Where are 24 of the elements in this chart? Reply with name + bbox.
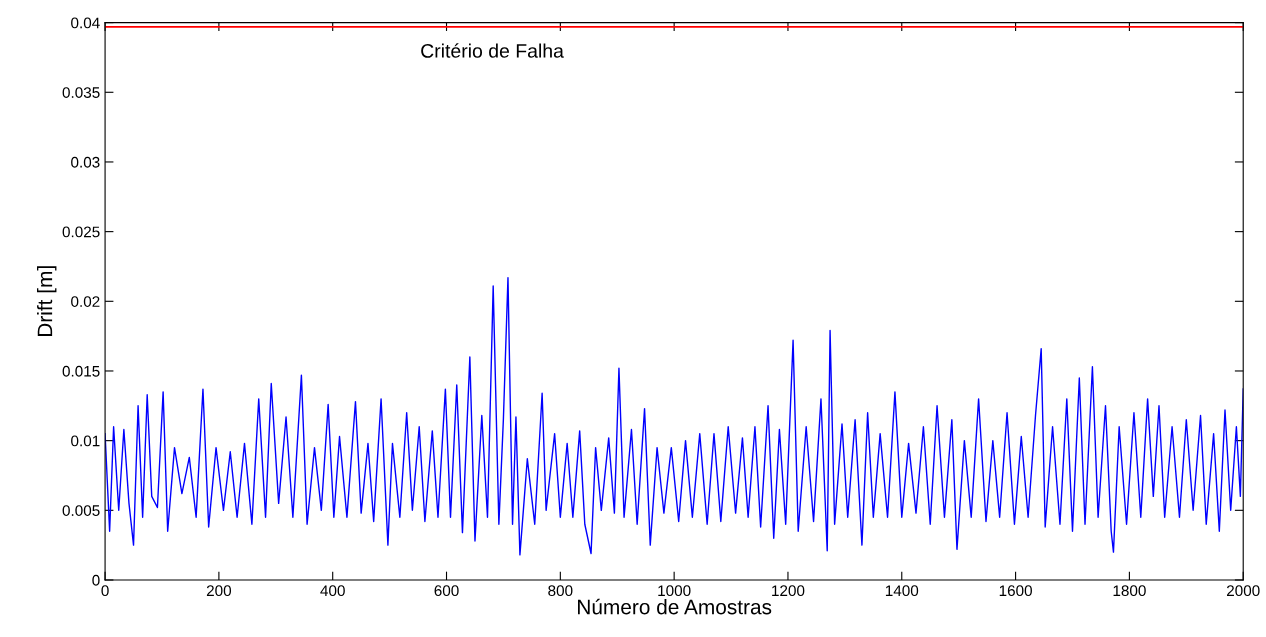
x-tick-label: 200 [206, 585, 232, 597]
x-tick-label: 0 [101, 585, 109, 597]
x-axis-title: Número de Amostras [578, 598, 772, 615]
y-tick-label: 0.015 [62, 365, 100, 377]
y-tick-label: 0.02 [71, 296, 100, 307]
x-tick-label: 800 [548, 585, 573, 597]
y-tick-label: 0.03 [71, 156, 100, 168]
ref-line-label: Critério de Falha [421, 43, 564, 58]
x-tick-label: 1000 [658, 585, 691, 597]
x-tick-label: 1600 [999, 585, 1032, 597]
y-axis-title: Drift [m] [37, 266, 57, 337]
y-tick-label: 0.025 [62, 226, 100, 238]
y-tick-label: 0 [92, 574, 100, 586]
x-tick-label: 2000 [1226, 585, 1260, 597]
x-tick-label: 1400 [885, 585, 919, 597]
x-tick-label: 1800 [1113, 585, 1146, 597]
y-tick-label: 0.01 [71, 435, 100, 447]
x-tick-label: 1200 [772, 585, 805, 597]
x-tick-label: 600 [434, 585, 459, 597]
y-tick-label: 0.005 [62, 505, 100, 516]
y-tick-label: 0.04 [71, 17, 100, 29]
line-series [105, 276, 1244, 556]
y-tick-label: 0.035 [62, 87, 100, 98]
x-tick-label: 400 [320, 585, 345, 597]
